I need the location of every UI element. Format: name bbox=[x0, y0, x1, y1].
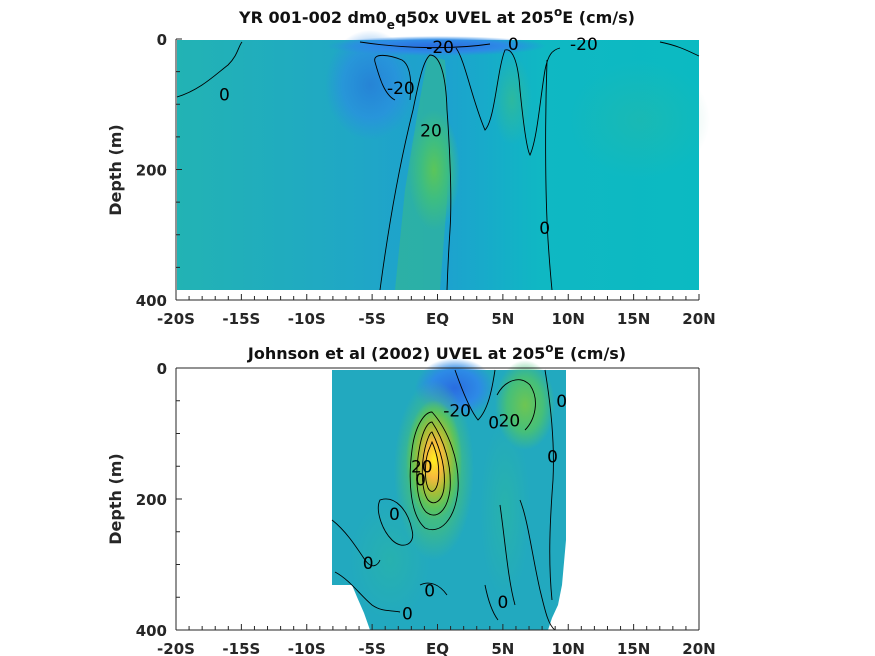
panel-2-contour-line bbox=[454, 369, 496, 421]
panel-1-eastern-teal bbox=[570, 60, 710, 180]
panel-2-contour-line bbox=[331, 519, 381, 567]
panel-1-x-tick-label: 10N bbox=[552, 310, 585, 328]
panel-1-contour-line bbox=[374, 54, 412, 101]
panel-1-x-tick-label: 15N bbox=[617, 310, 650, 328]
panel-1-y-axis-label: Depth (m) bbox=[106, 124, 125, 216]
panel-1-contour-line bbox=[379, 54, 452, 291]
panel-2-y-tick-label: 0 bbox=[157, 360, 167, 378]
panel-1-contour-line bbox=[176, 41, 243, 98]
panel-2: Johnson et al (2002) UVEL at 205oE (cm/s… bbox=[106, 341, 716, 656]
panel-1-contour-line bbox=[359, 41, 491, 49]
panel-1-x-tick-label: -5S bbox=[358, 310, 385, 328]
panel-2-y-axis-label: Depth (m) bbox=[106, 453, 125, 545]
panel-2-contour-label: 0 bbox=[556, 392, 567, 412]
panel-1-contour-label: 20 bbox=[420, 121, 442, 141]
panel-2-contour-label: 0 bbox=[402, 605, 413, 625]
panel-2-contour-label: 0 bbox=[363, 554, 374, 574]
panel-2-contour-line bbox=[519, 499, 556, 631]
panel-2-contour-line bbox=[409, 411, 459, 530]
panel-1-westward-current bbox=[325, 30, 415, 140]
panel-2-contour-line bbox=[496, 379, 536, 431]
panel-2-x-tick-label: 15N bbox=[617, 640, 650, 656]
panel-2-contour-line bbox=[421, 431, 445, 504]
panel-2-title: Johnson et al (2002) UVEL at 205oE (cm/s… bbox=[247, 341, 626, 363]
panel-2-x-tick-label: -10S bbox=[288, 640, 326, 656]
panel-2-contour-line bbox=[499, 504, 516, 606]
panel-2-contour-label: 20 bbox=[411, 457, 433, 477]
panel-1-contours bbox=[176, 41, 700, 291]
panel-2-contour-line bbox=[419, 582, 448, 596]
panel-2-x-tick-label: 5N bbox=[491, 640, 514, 656]
panel-1-y-tick-label: 0 bbox=[157, 31, 167, 49]
panel-2-x-tick-label: -15S bbox=[222, 640, 260, 656]
panel-2-x-tick-label: -20S bbox=[157, 640, 195, 656]
panel-1-x-tick-label: 20N bbox=[682, 310, 715, 328]
panel-1-contour-label: 0 bbox=[508, 35, 519, 55]
panel-1-contour-label: 0 bbox=[219, 85, 230, 105]
panel-2-x-tick-label: -5S bbox=[358, 640, 385, 656]
panel-1-x-ticks: -20S -15S -10S -5S EQ 5N 10N 15N 20N bbox=[157, 294, 716, 328]
panel-2-contour-label: 20 bbox=[499, 411, 521, 431]
panel-1-contour-line bbox=[545, 59, 553, 291]
panel-1-y-tick-label: 200 bbox=[136, 162, 167, 180]
panel-2-y-tick-label: 400 bbox=[136, 622, 167, 640]
panel-2-contour-line bbox=[484, 584, 499, 621]
panel-2-contour-line bbox=[334, 571, 401, 613]
panel-1-title: YR 001-002 dm0eq50x UVEL at 205oE (cm/s) bbox=[238, 5, 635, 32]
panel-2-y-ticks: 0 200 400 bbox=[136, 360, 182, 640]
panel-2-x-ticks: -20S -15S -10S -5S EQ 5N 10N 15N 20N bbox=[157, 624, 716, 656]
panel-1-x-tick-label: EQ bbox=[426, 310, 449, 328]
panel-2-contour-line bbox=[416, 421, 451, 516]
panel-1-x-tick-label: 5N bbox=[491, 310, 514, 328]
panel-2-contour-label: 0 bbox=[389, 505, 400, 525]
panel-1-northern-band bbox=[492, 55, 532, 145]
panel-1-field bbox=[177, 30, 710, 290]
panel-1-contour-labels: -20 0 -20 0 -20 20 0 bbox=[219, 35, 598, 239]
panel-2-contour-label: 0 bbox=[547, 447, 558, 467]
panel-2-contour-label: 0 bbox=[488, 413, 499, 433]
panel-2-y-tick-label: 200 bbox=[136, 491, 167, 509]
panel-1-contour-label: -20 bbox=[426, 38, 454, 58]
panel-2-contour-line bbox=[424, 440, 440, 492]
panel-2-x-tick-label: EQ bbox=[426, 640, 449, 656]
panel-2-undercurrent-core bbox=[406, 400, 462, 520]
panel-1-y-ticks: 0 200 400 bbox=[136, 31, 182, 310]
panel-2-deep-teal bbox=[350, 500, 430, 620]
panel-2-x-tick-label: 10N bbox=[552, 640, 585, 656]
panel-2-contour-label: 0 bbox=[415, 470, 426, 490]
panel-2-contour-line bbox=[544, 369, 554, 601]
panel-1-undercurrent-core bbox=[408, 110, 460, 230]
panel-2-contour-line bbox=[377, 498, 414, 546]
panel-2-mid-green bbox=[480, 420, 530, 600]
panel-1-y-tick-label: 400 bbox=[136, 292, 167, 310]
panel-1-contour-label: -20 bbox=[570, 35, 598, 55]
panel-2-contour-label: 0 bbox=[497, 593, 508, 613]
panel-1-contour-line bbox=[455, 47, 561, 156]
panel-1-contour-label: -20 bbox=[387, 79, 415, 99]
panel-1-x-tick-label: -15S bbox=[222, 310, 260, 328]
panel-1-contour-line bbox=[659, 41, 700, 57]
panel-2-contour-label: -20 bbox=[443, 402, 471, 422]
panel-2-contour-label: 0 bbox=[424, 582, 435, 602]
panel-2-x-tick-label: 20N bbox=[682, 640, 715, 656]
panel-2-contours bbox=[331, 369, 556, 631]
panel-1-contour-label: 0 bbox=[539, 219, 550, 239]
panel-1: YR 001-002 dm0eq50x UVEL at 205oE (cm/s)… bbox=[106, 5, 716, 328]
panel-1-x-tick-label: -20S bbox=[157, 310, 195, 328]
panel-1-x-tick-label: -10S bbox=[288, 310, 326, 328]
